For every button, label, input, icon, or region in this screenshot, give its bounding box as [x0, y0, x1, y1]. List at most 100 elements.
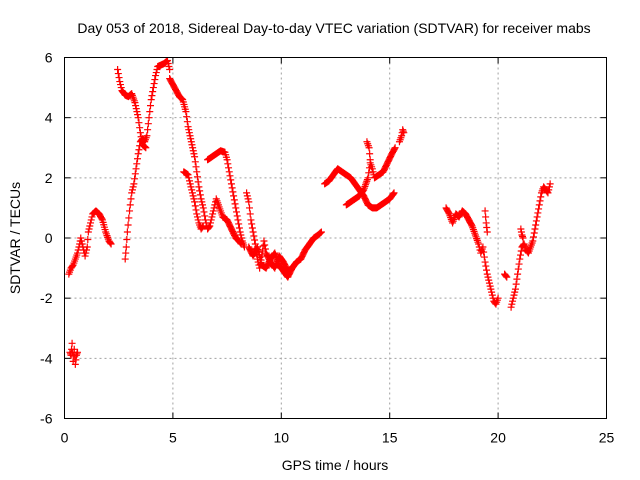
data-point — [362, 181, 370, 189]
data-point — [84, 228, 92, 236]
data-point — [532, 217, 540, 225]
data-point — [122, 249, 130, 257]
plot-frame — [64, 57, 607, 419]
data-point — [199, 201, 207, 209]
data-point — [83, 246, 91, 254]
data-point — [369, 168, 377, 176]
data-point — [486, 282, 494, 290]
data-point — [151, 76, 159, 84]
data-point — [228, 184, 236, 192]
data-point — [77, 237, 85, 245]
data-point — [125, 214, 133, 222]
data-point — [188, 189, 196, 197]
data-point — [234, 216, 242, 224]
data-point — [363, 177, 371, 185]
data-point — [68, 262, 76, 270]
data-point — [134, 150, 142, 158]
data-point — [192, 163, 200, 171]
data-point — [260, 237, 268, 245]
data-point — [131, 175, 139, 183]
data-point — [481, 207, 489, 215]
data-point — [182, 108, 190, 116]
data-point — [514, 270, 522, 278]
data-point — [200, 208, 208, 216]
data-point — [116, 78, 124, 86]
data-point — [165, 63, 173, 71]
data-point — [193, 168, 201, 176]
data-point — [140, 143, 148, 151]
data-point — [533, 213, 541, 221]
data-point — [225, 164, 233, 172]
data-point — [545, 186, 553, 194]
data-point — [186, 132, 194, 140]
data-point — [364, 174, 372, 182]
data-point — [145, 114, 153, 122]
data-point — [199, 204, 207, 212]
data-point — [390, 145, 398, 153]
data-point — [365, 169, 373, 177]
x-tick-labels: 0 5 10 15 20 25 — [61, 430, 615, 446]
data-point — [127, 195, 135, 203]
x-tick-label: 25 — [599, 430, 615, 446]
data-point — [273, 254, 281, 262]
data-point — [208, 213, 216, 221]
data-point — [232, 204, 240, 212]
data-point — [132, 165, 140, 173]
data-point — [509, 294, 517, 302]
data-point — [363, 176, 371, 184]
data-point — [482, 213, 490, 221]
data-point — [84, 236, 92, 244]
data-point — [70, 345, 78, 353]
data-point — [192, 206, 200, 214]
data-point — [146, 108, 154, 116]
data-point — [137, 133, 145, 141]
data-point — [534, 209, 542, 217]
data-point — [191, 198, 199, 206]
data-point — [253, 244, 261, 252]
x-tick-label: 15 — [382, 430, 398, 446]
data-point — [507, 303, 515, 311]
data-point — [117, 81, 125, 89]
data-point — [530, 233, 538, 241]
data-point — [201, 212, 209, 220]
data-point — [232, 208, 240, 216]
data-point — [515, 260, 523, 268]
data-point — [143, 132, 151, 140]
data-point — [362, 179, 370, 187]
data-point — [509, 297, 517, 305]
x-axis-label: GPS time / hours — [282, 457, 389, 473]
data-point — [190, 195, 198, 203]
data-point — [199, 223, 207, 231]
data-point — [138, 137, 146, 145]
data-point — [481, 258, 489, 266]
data-point — [206, 219, 214, 227]
data-point — [503, 273, 511, 281]
y-tick-label: -2 — [40, 290, 53, 306]
data-point — [531, 225, 539, 233]
data-point — [189, 144, 197, 152]
data-point — [510, 291, 518, 299]
data-point — [187, 135, 195, 143]
data-point — [225, 168, 233, 176]
data-point — [129, 183, 137, 191]
data-point — [149, 84, 157, 92]
data-point — [390, 189, 398, 197]
data-point — [274, 258, 282, 266]
data-point — [223, 156, 231, 164]
data-point — [194, 178, 202, 186]
data-point — [237, 231, 245, 239]
data-point — [189, 147, 197, 155]
data-point — [117, 84, 125, 92]
data-point — [288, 265, 296, 273]
data-point — [190, 150, 198, 158]
data-point — [231, 200, 239, 208]
data-point — [226, 172, 234, 180]
data-point — [136, 124, 144, 132]
grid — [64, 57, 607, 419]
data-point — [494, 294, 502, 302]
data-point — [185, 174, 193, 182]
data-point — [529, 237, 537, 245]
data-point — [316, 229, 324, 237]
data-point — [233, 212, 241, 220]
data-point — [251, 236, 259, 244]
